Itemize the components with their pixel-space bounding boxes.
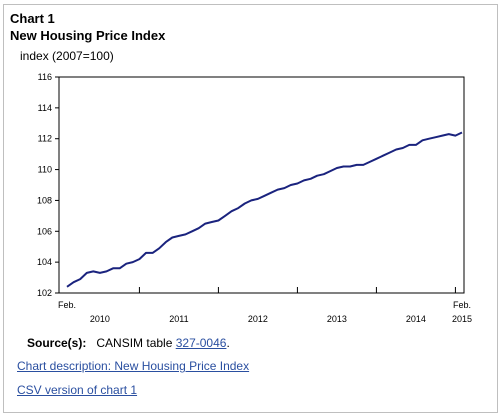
y-tick-label: 112 <box>38 134 52 144</box>
csv-version-link[interactable]: CSV version of chart 1 <box>17 383 138 397</box>
y-axis-label: index (2007=100) <box>20 49 114 63</box>
source-label: Source(s): <box>27 336 87 350</box>
y-tick-label: 114 <box>38 103 52 113</box>
y-tick-label: 116 <box>38 72 52 82</box>
chart-frame <box>3 4 498 413</box>
y-tick-label: 102 <box>37 288 52 298</box>
x-end-label: Feb. <box>453 300 471 310</box>
y-tick-label: 104 <box>37 257 52 267</box>
source-note: Source(s): CANSIM table 327-0046. <box>27 336 230 350</box>
x-year-label: 2013 <box>327 314 347 324</box>
cansim-table-link[interactable]: 327-0046 <box>175 336 227 350</box>
y-tick-label: 108 <box>37 195 52 205</box>
x-year-label: 2014 <box>406 314 426 324</box>
x-year-label: 2012 <box>248 314 268 324</box>
chart-title: Chart 1 <box>10 11 55 26</box>
y-tick-label: 106 <box>37 226 52 236</box>
x-start-label: Feb. <box>58 300 76 310</box>
chart-description-link[interactable]: Chart description: New Housing Price Ind… <box>17 359 250 373</box>
plot-area <box>58 76 465 294</box>
series-line <box>66 131 463 288</box>
y-tick-label: 110 <box>38 165 52 175</box>
x-year-label: 2011 <box>169 314 188 324</box>
x-year-label: 2015 <box>452 314 472 324</box>
chart-subtitle: New Housing Price Index <box>10 28 166 43</box>
x-year-label: 2010 <box>90 314 110 324</box>
source-text: CANSIM table <box>96 336 176 350</box>
source-text-end: . <box>226 336 230 350</box>
